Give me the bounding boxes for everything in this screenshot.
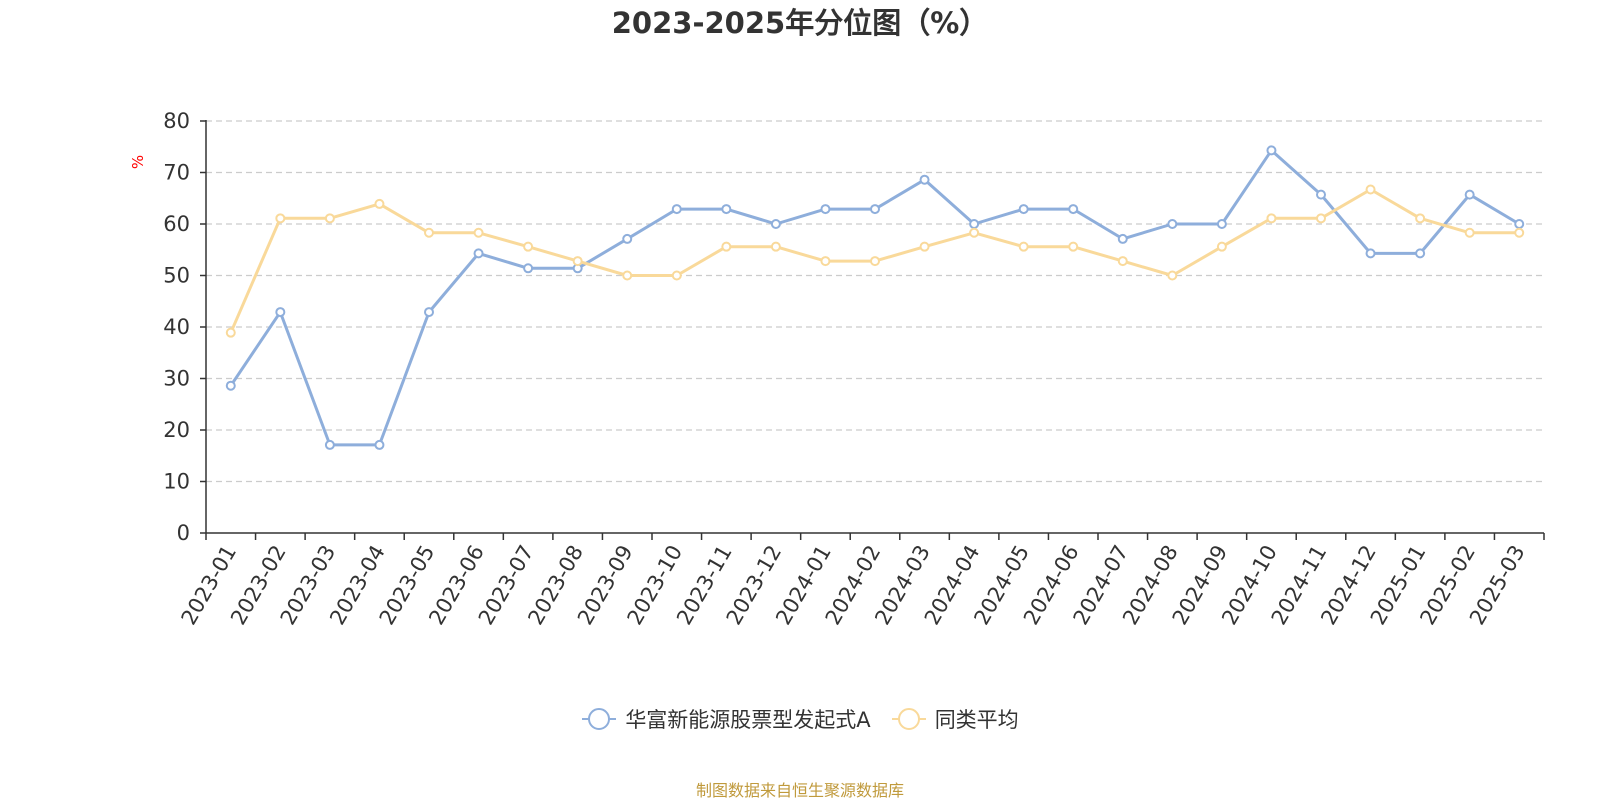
data-point-fund bbox=[820, 204, 831, 215]
data-point-category-average bbox=[523, 241, 534, 252]
y-tick-label: 50 bbox=[163, 264, 190, 288]
data-point-fund bbox=[671, 204, 682, 215]
legend-label-category-average: 同类平均 bbox=[934, 708, 1019, 732]
data-point-category-average bbox=[1216, 241, 1227, 252]
data-point-fund bbox=[424, 307, 434, 318]
data-point-fund bbox=[1464, 189, 1475, 200]
y-tick-label: 80 bbox=[163, 109, 190, 133]
data-point-fund bbox=[275, 307, 286, 318]
y-tick-label: 60 bbox=[163, 212, 190, 236]
data-source-note: 制图数据来自恒生聚源数据库 bbox=[695, 781, 904, 800]
y-tick-label: 40 bbox=[163, 315, 190, 339]
data-point-category-average bbox=[671, 270, 682, 281]
data-point-category-average bbox=[275, 213, 286, 224]
data-point-fund bbox=[473, 248, 484, 259]
data-point-category-average bbox=[919, 241, 930, 252]
data-point-category-average bbox=[1266, 213, 1277, 224]
data-point-fund bbox=[374, 439, 385, 450]
data-point-fund bbox=[622, 233, 633, 244]
data-point-category-average bbox=[770, 241, 781, 252]
data-point-fund bbox=[1266, 145, 1277, 156]
data-point-fund bbox=[770, 219, 781, 229]
data-point-category-average bbox=[1514, 227, 1525, 238]
data-point-category-average bbox=[225, 327, 236, 338]
data-point-fund bbox=[721, 204, 732, 215]
data-point-fund bbox=[324, 439, 335, 450]
data-point-fund bbox=[919, 174, 930, 185]
data-point-category-average bbox=[424, 227, 434, 238]
data-point-fund bbox=[1167, 219, 1178, 229]
data-point-category-average bbox=[1117, 256, 1128, 267]
data-point-category-average bbox=[622, 270, 633, 281]
y-tick-label: 10 bbox=[163, 470, 190, 494]
data-point-fund bbox=[969, 219, 980, 229]
data-point-category-average bbox=[572, 256, 583, 267]
data-point-fund bbox=[1365, 248, 1376, 259]
data-point-category-average bbox=[473, 227, 484, 238]
y-tick-label: 30 bbox=[163, 367, 190, 391]
data-point-fund bbox=[1316, 189, 1326, 200]
data-point-fund bbox=[1415, 248, 1426, 259]
y-tick-label: 70 bbox=[163, 161, 190, 185]
data-point-fund bbox=[1018, 204, 1029, 215]
data-point-category-average bbox=[1365, 184, 1376, 195]
data-point-category-average bbox=[1415, 213, 1426, 224]
chart-title: 2023-2025年分位图（%） bbox=[611, 6, 989, 40]
data-point-fund bbox=[523, 263, 534, 274]
y-axis-label: % bbox=[129, 155, 147, 169]
data-point-category-average bbox=[374, 198, 385, 209]
data-point-category-average bbox=[1018, 241, 1029, 252]
y-tick-label: 0 bbox=[177, 521, 190, 545]
data-point-fund bbox=[1514, 219, 1525, 229]
chart-legend: 华富新能源股票型发起式A 同类平均 bbox=[0, 704, 1600, 734]
data-point-fund bbox=[225, 380, 236, 391]
data-point-category-average bbox=[1068, 241, 1079, 252]
legend-marker-category-average bbox=[891, 708, 926, 730]
data-point-fund bbox=[1117, 233, 1128, 244]
data-point-fund bbox=[1068, 204, 1079, 215]
legend-item-fund[interactable]: 华富新能源股票型发起式A bbox=[581, 704, 871, 734]
y-tick-label: 20 bbox=[163, 418, 190, 442]
legend-item-category-average[interactable]: 同类平均 bbox=[891, 704, 1019, 734]
legend-marker-fund bbox=[582, 708, 617, 730]
data-point-category-average bbox=[1167, 270, 1178, 281]
data-point-fund bbox=[870, 204, 880, 215]
data-point-category-average bbox=[870, 256, 880, 267]
data-point-category-average bbox=[1464, 227, 1475, 238]
data-point-category-average bbox=[1316, 213, 1326, 224]
data-point-category-average bbox=[969, 227, 980, 238]
data-point-category-average bbox=[820, 256, 831, 267]
data-point-fund bbox=[1216, 219, 1227, 229]
legend-label-fund: 华富新能源股票型发起式A bbox=[625, 708, 871, 732]
data-point-category-average bbox=[721, 241, 732, 252]
data-point-category-average bbox=[324, 213, 335, 224]
